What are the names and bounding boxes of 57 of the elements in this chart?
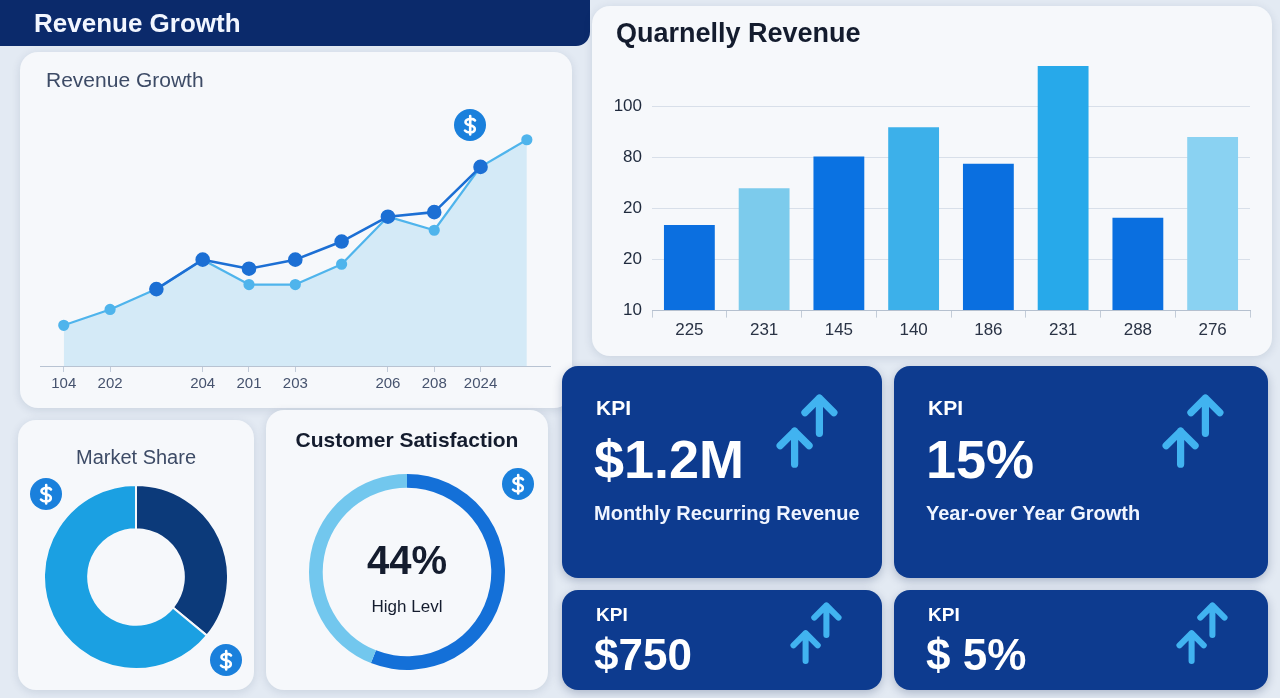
chart-title: Market Share: [75, 446, 197, 469]
text: KPI: [596, 396, 632, 421]
point: [243, 278, 255, 291]
x-tick-label: 276: [1198, 320, 1227, 340]
chart-title: Customer Satisfaction: [295, 428, 519, 452]
point: [289, 278, 301, 291]
bar: [1037, 66, 1089, 311]
text: $750: [594, 630, 692, 681]
bar: [962, 163, 1014, 311]
text: High Levl: [371, 596, 443, 617]
x-tick-label: 104: [51, 374, 77, 392]
text: 15%: [926, 428, 1035, 491]
x-tick-label: 202: [97, 374, 123, 392]
text: KPI: [928, 604, 960, 626]
point: [428, 224, 440, 236]
point: [521, 134, 533, 146]
x-tick-label: 186: [974, 320, 1003, 340]
x-tick-label: 208: [421, 374, 447, 392]
x-tick-label: 288: [1123, 320, 1153, 340]
point: [104, 303, 116, 316]
point: [336, 258, 348, 270]
text: 10: [623, 300, 642, 320]
x-tick-label: 231: [1048, 320, 1078, 340]
point: [58, 319, 70, 331]
text: KPI: [596, 604, 628, 626]
text: 20: [623, 249, 642, 269]
x-tick-label: 225: [675, 320, 704, 340]
chart-subtitle: Revenue Growth: [46, 68, 204, 93]
bar: [813, 156, 865, 311]
text: Monthly Recurring Revenue: [594, 502, 860, 525]
x-tick-label: 145: [824, 320, 854, 340]
text: 44%: [366, 537, 448, 583]
x-tick-label: 206: [375, 374, 401, 392]
text: $1.2M: [594, 428, 745, 491]
point: [426, 204, 442, 220]
text: $ 5%: [926, 630, 1027, 681]
x-tick-label: 204: [190, 374, 216, 392]
x-tick-label: 2024: [463, 374, 498, 392]
point: [241, 261, 257, 277]
x-tick-label: 203: [282, 374, 308, 392]
bar: [1112, 217, 1164, 311]
text: KPI: [928, 396, 964, 421]
chart-title: Revenue Growth: [34, 8, 241, 39]
bar: [738, 188, 790, 311]
point: [334, 234, 349, 249]
x-tick-label: 140: [899, 320, 928, 340]
text: Year-over Year Growth: [926, 502, 1141, 525]
point: [288, 252, 303, 267]
bar: [888, 127, 940, 311]
text: 20: [623, 198, 642, 218]
chart-title: Quarnelly Revenue: [616, 18, 861, 50]
x-tick-label: 201: [236, 374, 262, 392]
x-tick-label: 231: [749, 320, 779, 340]
bar: [663, 224, 715, 311]
text: 80: [623, 147, 642, 167]
bar: [1187, 136, 1239, 311]
text: 100: [613, 96, 642, 116]
